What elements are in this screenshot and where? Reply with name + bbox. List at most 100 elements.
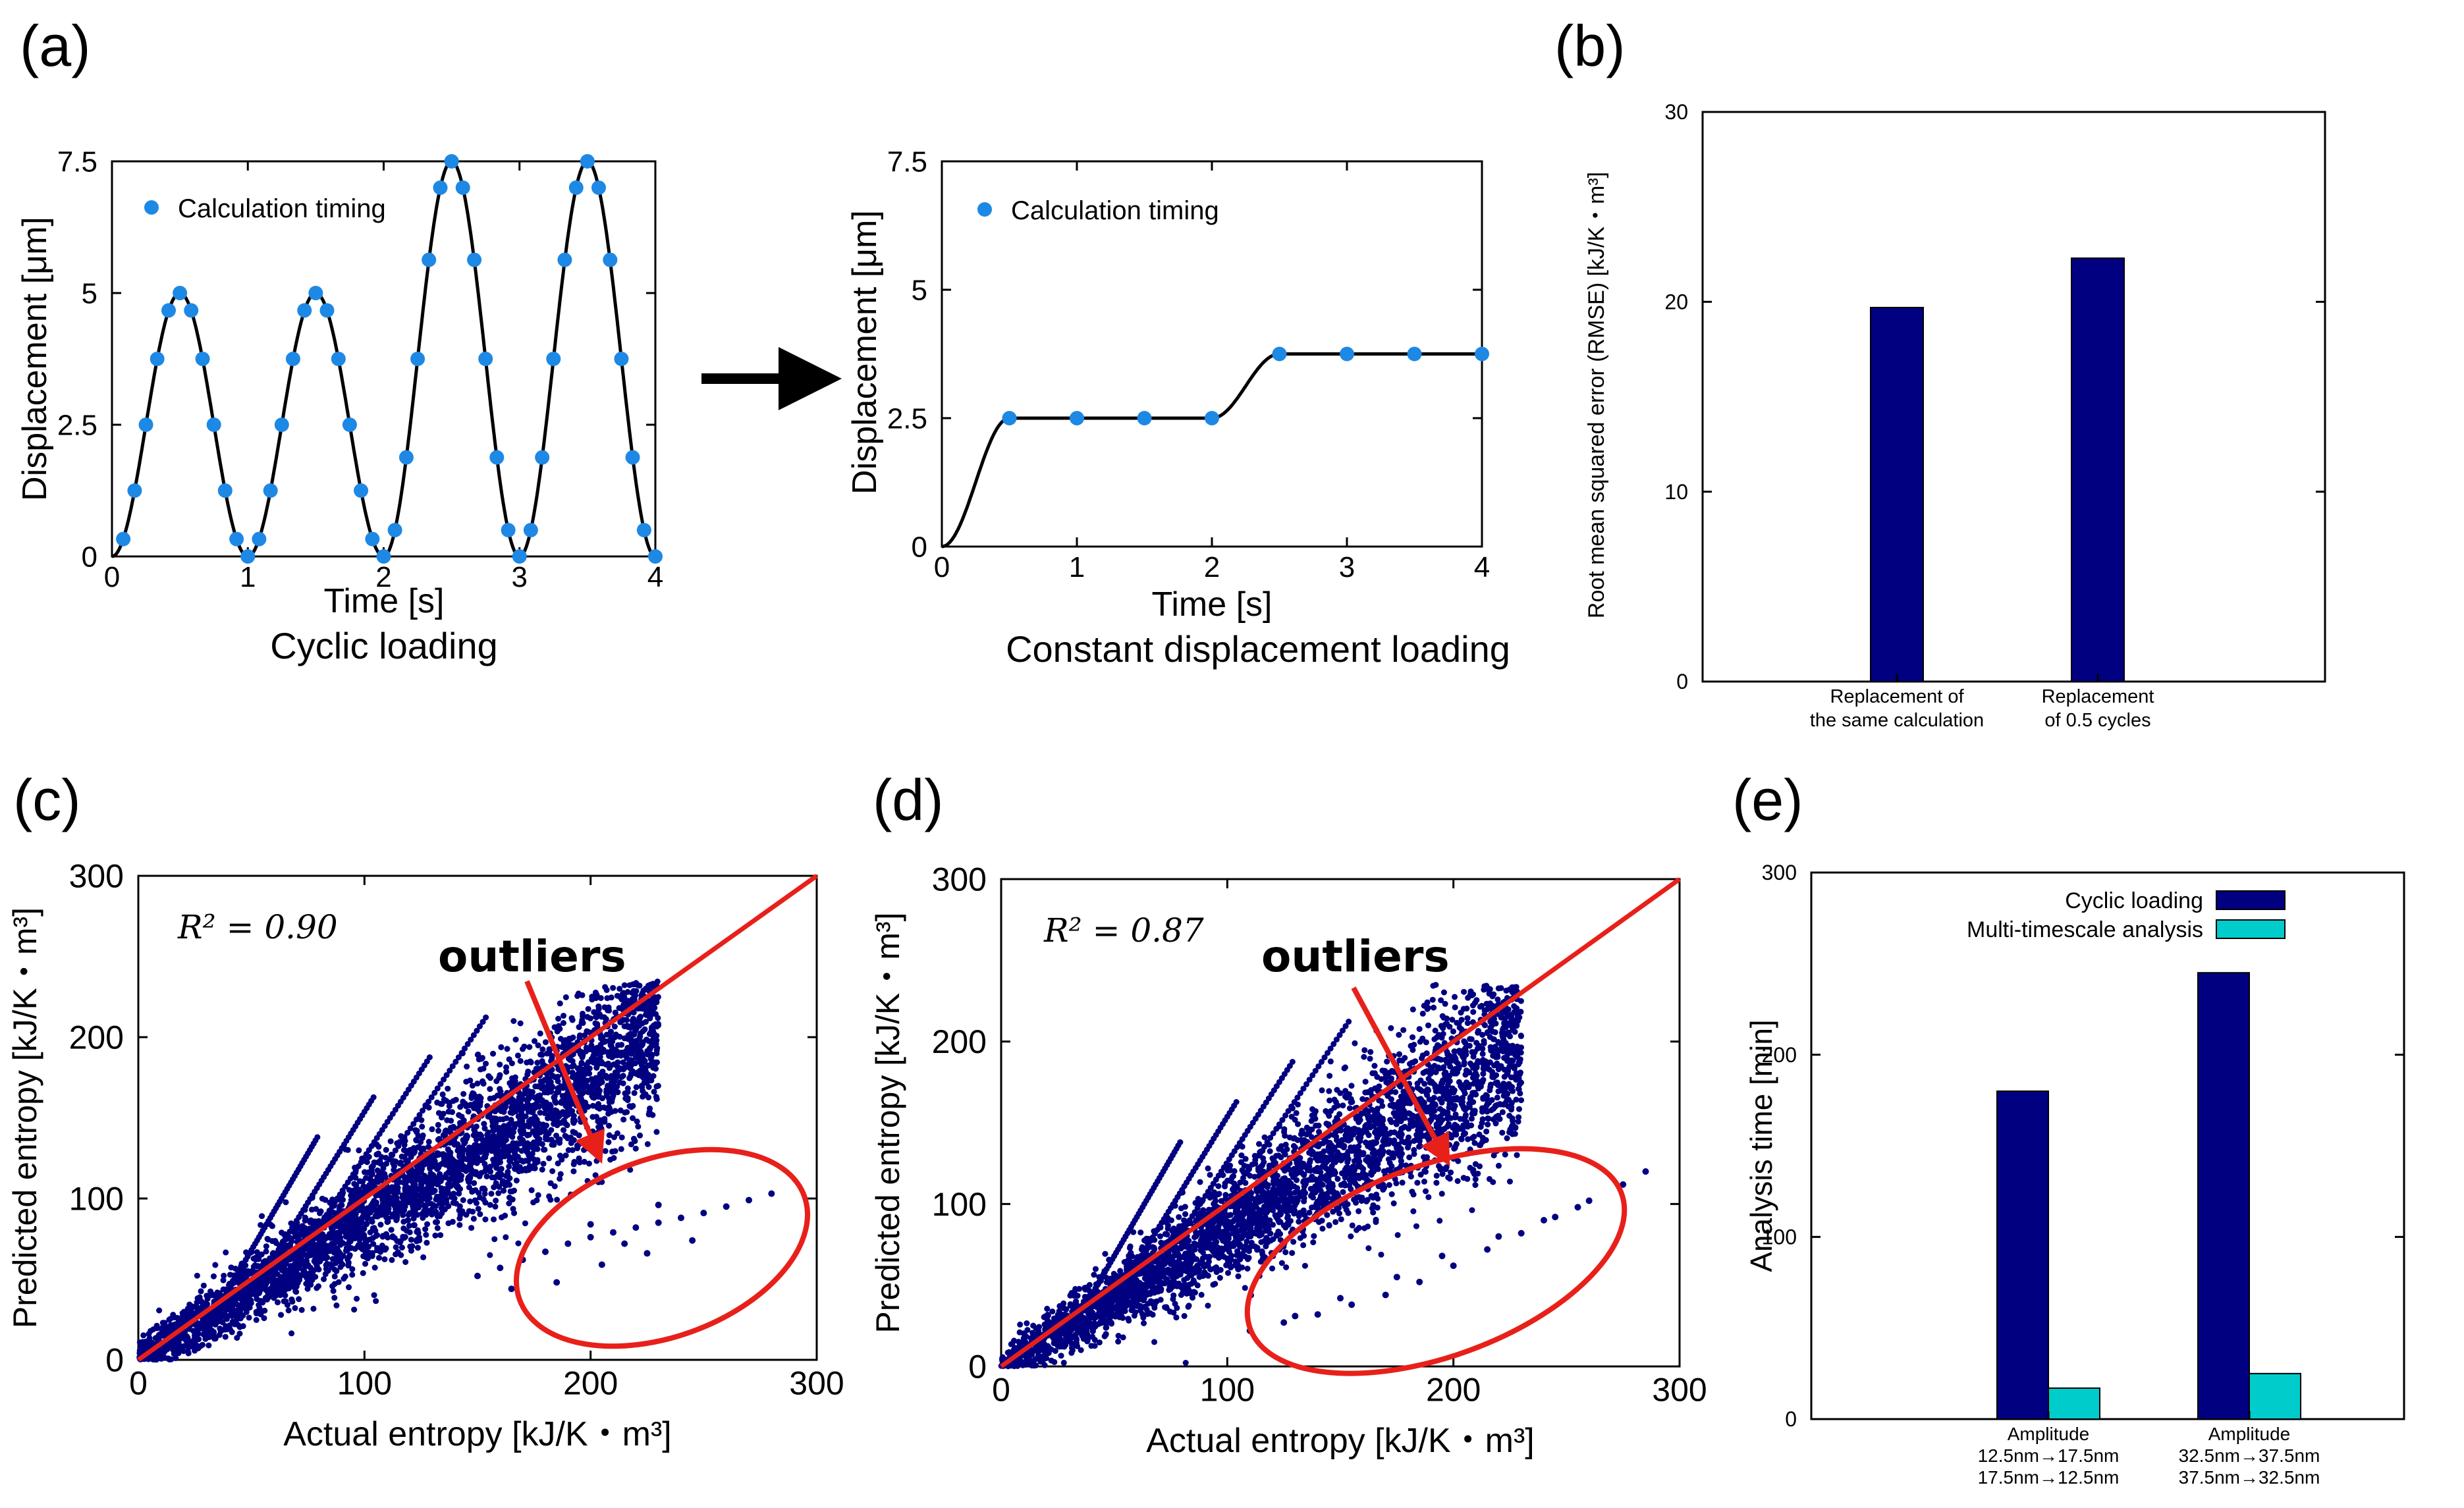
chart-scatter-d: 0 100 200 300 0 100 200 300 outliers R² = 0.87 Act…: [869, 861, 1707, 1461]
calculation-point: [580, 154, 595, 169]
x-axis-label: Actual entropy [kJ/K・m³]: [283, 1415, 672, 1453]
outlier-point: [689, 1237, 696, 1244]
x-axis-label: Time [s]: [324, 582, 445, 620]
category-label: Amplitude: [2208, 1424, 2291, 1444]
outlier-point: [610, 1229, 616, 1236]
category-label: Replacement: [2042, 686, 2154, 707]
legend-swatch: [2216, 919, 2286, 939]
calculation-point: [240, 549, 256, 564]
calculation-point: [1070, 411, 1084, 425]
chart-title: Constant displacement loading: [1006, 628, 1510, 670]
outlier-point: [542, 1248, 549, 1255]
y-axis-label: Displacement [μm]: [16, 217, 54, 501]
calculation-point: [614, 352, 629, 366]
calculation-point: [546, 352, 561, 366]
outlier-point: [587, 1233, 594, 1241]
cyclic-loading-bar: [2197, 972, 2250, 1420]
legend-swatch: [2216, 890, 2286, 910]
calculation-point: [1137, 411, 1152, 425]
outlier-point: [1585, 1197, 1593, 1204]
x-tick-label: 200: [1426, 1372, 1481, 1409]
calculation-point: [591, 180, 606, 195]
calculation-point: [422, 252, 437, 267]
x-tick-label: 4: [1474, 551, 1490, 583]
calculation-point: [342, 417, 357, 432]
outlier-point: [1518, 1229, 1525, 1237]
x-tick-label: 100: [1200, 1372, 1255, 1409]
r-squared-label: R² = 0.87: [1043, 911, 1204, 950]
outlier-point: [1382, 1291, 1389, 1299]
outlier-point: [1348, 1301, 1355, 1308]
calculation-point: [1205, 411, 1219, 425]
outlier-point: [700, 1210, 707, 1217]
legend-marker: [144, 200, 159, 215]
y-tick-label: 0: [1676, 670, 1688, 693]
category-label: the same calculation: [1810, 710, 1984, 731]
legend-marker: [977, 202, 992, 217]
calculation-point: [636, 523, 651, 537]
legend-label: Cyclic loading: [2065, 888, 2203, 913]
plot-frame: [1810, 871, 2405, 1420]
outlier-point: [1280, 1319, 1288, 1326]
chart-title: Cyclic loading: [270, 625, 498, 666]
calculation-point: [535, 450, 550, 465]
x-tick-label: 1: [1069, 551, 1085, 583]
y-tick-label: 2.5: [57, 409, 97, 441]
calculation-point: [398, 450, 414, 465]
r-squared-label: R² = 0.90: [177, 908, 338, 946]
calculation-point: [489, 450, 505, 465]
y-tick-label: 100: [932, 1186, 987, 1223]
y-tick-label: 7.5: [887, 146, 927, 178]
rmse-bar: [1870, 306, 1924, 682]
y-axis-label: Predicted entropy [kJ/K・m³]: [7, 907, 43, 1328]
y-tick-label: 300: [69, 858, 124, 895]
y-tick-label: 100: [1762, 1225, 1797, 1249]
calculation-point: [444, 154, 459, 169]
identity-line: [136, 874, 819, 1362]
calculation-point: [512, 549, 527, 564]
y-tick-label: 0: [105, 1342, 124, 1379]
y-axis-label: Displacement [μm]: [846, 210, 884, 495]
chart-scatter-c: 0 100 200 300 0 100 200 300 outliers R² = 0.90 Act…: [7, 858, 844, 1454]
legend-label: Calculation timing: [178, 194, 386, 223]
calculation-point: [501, 523, 516, 537]
y-tick-label: 200: [932, 1023, 987, 1060]
y-tick-label: 20: [1664, 290, 1688, 314]
x-tick-label: 2: [1204, 551, 1220, 583]
multi-timescale-bar: [2249, 1372, 2301, 1420]
x-tick-label: 0: [992, 1372, 1010, 1409]
calculation-point: [263, 483, 278, 498]
calculation-point: [116, 531, 131, 547]
y-tick-label: 300: [1762, 861, 1797, 884]
x-tick-label: 2: [375, 561, 391, 593]
category-label: Replacement of: [1830, 686, 1964, 707]
outlier-point: [1552, 1214, 1559, 1221]
cyclic-loading-bar: [1996, 1091, 2049, 1420]
outlier-point: [1438, 1252, 1446, 1260]
calculation-point: [365, 531, 380, 547]
outlier-ellipse: [513, 1146, 811, 1349]
calculation-point: [523, 523, 538, 537]
x-tick-label: 0: [104, 561, 120, 593]
calculation-point: [195, 352, 210, 366]
x-tick-label: 3: [1339, 551, 1355, 583]
outliers-annotation: outliers: [438, 931, 626, 982]
chart-cyclic-loading: 0 2.5 5 7.5 0 1 2 3 4 Calculation timing Time [s] C…: [16, 146, 663, 666]
y-tick-label: 200: [1762, 1043, 1797, 1067]
x-axis-label: Actual entropy [kJ/K・m³]: [1146, 1422, 1535, 1460]
calculation-point: [285, 352, 300, 366]
calculation-point: [331, 352, 346, 366]
category-label: Amplitude: [2008, 1424, 2090, 1444]
outlier-point: [587, 1221, 594, 1228]
outlier-point: [1450, 1262, 1457, 1270]
outlier-point: [474, 1272, 481, 1279]
calculation-point: [433, 180, 448, 195]
outlier-point: [1292, 1312, 1299, 1320]
panel-label-b: (b): [1554, 13, 1626, 78]
calculation-point: [1340, 346, 1354, 362]
y-tick-label: 100: [69, 1181, 124, 1218]
outlier-point: [1393, 1274, 1400, 1281]
displacement-curve: [941, 352, 1482, 549]
legend-label: Multi-timescale analysis: [1967, 917, 2203, 942]
